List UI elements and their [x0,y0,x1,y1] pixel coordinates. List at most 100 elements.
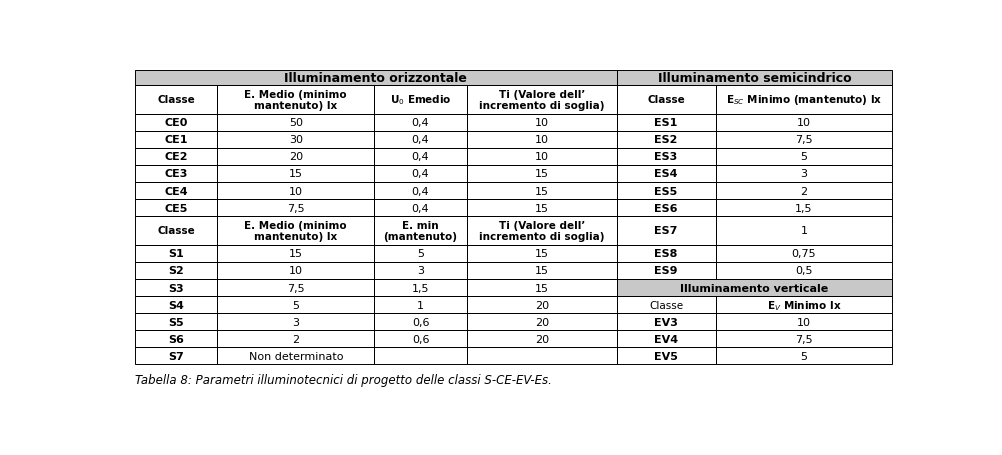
Text: 0,4: 0,4 [412,186,430,196]
Text: 2: 2 [293,334,300,344]
Text: 50: 50 [289,118,303,128]
Bar [134,200,217,217]
Bar [715,348,893,364]
Text: CE1: CE1 [164,135,187,145]
Bar [616,313,715,330]
Bar [616,262,715,279]
Bar [374,262,467,279]
Bar [616,200,715,217]
Text: CE2: CE2 [164,152,187,162]
Bar [374,279,467,296]
Bar [467,200,616,217]
Bar [217,348,374,364]
Bar [134,245,217,262]
Text: Illuminamento semicindrico: Illuminamento semicindrico [657,72,852,85]
Bar [134,279,217,296]
Bar [217,114,374,131]
Text: 5: 5 [801,351,808,361]
Text: 15: 15 [535,169,549,179]
Bar [374,182,467,200]
Bar [134,330,217,348]
Bar [715,131,893,148]
Bar [374,86,467,114]
Bar [374,86,467,114]
Text: 5: 5 [293,300,300,310]
Text: 3: 3 [801,169,808,179]
Text: 15: 15 [289,249,303,259]
Bar [616,86,715,114]
Bar [134,71,616,86]
Bar [616,348,715,364]
Text: Illuminamento verticale: Illuminamento verticale [680,283,829,293]
Bar [616,279,893,296]
Bar [217,114,374,131]
Bar [467,313,616,330]
Text: 1,5: 1,5 [796,203,813,213]
Text: E. Medio (minimo
mantenuto) lx: E. Medio (minimo mantenuto) lx [244,89,347,111]
Text: ES8: ES8 [654,249,677,259]
Bar [616,71,893,86]
Bar [217,279,374,296]
Bar [217,131,374,148]
Text: 20: 20 [535,317,549,327]
Text: 5: 5 [417,249,424,259]
Bar [616,148,715,166]
Bar [134,262,217,279]
Text: CE0: CE0 [164,118,187,128]
Bar [616,330,715,348]
Bar [134,114,217,131]
Bar [217,131,374,148]
Bar [374,330,467,348]
Text: 0,6: 0,6 [412,334,429,344]
Text: ES6: ES6 [654,203,678,213]
Bar [217,182,374,200]
Bar [134,296,217,313]
Bar [217,313,374,330]
Bar [217,279,374,296]
Bar [715,148,893,166]
Bar [715,114,893,131]
Text: Classe: Classe [157,226,194,236]
Text: ES7: ES7 [654,226,677,236]
Bar [616,200,715,217]
Bar [715,217,893,245]
Text: 20: 20 [289,152,303,162]
Text: 7,5: 7,5 [796,334,813,344]
Bar [467,348,616,364]
Bar [134,245,217,262]
Bar [217,245,374,262]
Bar [715,313,893,330]
Bar [467,296,616,313]
Text: 3: 3 [417,266,424,276]
Bar [616,71,893,86]
Bar [467,217,616,245]
Text: 0,4: 0,4 [412,169,430,179]
Text: ES3: ES3 [654,152,677,162]
Bar [616,348,715,364]
Bar [374,217,467,245]
Bar [467,313,616,330]
Text: 10: 10 [535,135,549,145]
Bar [217,182,374,200]
Bar [467,148,616,166]
Text: 2: 2 [801,186,808,196]
Bar [467,348,616,364]
Text: S2: S2 [168,266,184,276]
Text: 7,5: 7,5 [287,203,305,213]
Text: Ti (Valore dell’
incremento di soglia): Ti (Valore dell’ incremento di soglia) [479,220,604,242]
Bar [715,148,893,166]
Text: Ti (Valore dell’
incremento di soglia): Ti (Valore dell’ incremento di soglia) [479,89,604,111]
Bar [616,182,715,200]
Bar [616,148,715,166]
Text: Illuminamento orizzontale: Illuminamento orizzontale [285,72,467,85]
Bar [715,245,893,262]
Bar [374,114,467,131]
Bar [715,200,893,217]
Text: ES1: ES1 [654,118,677,128]
Bar [134,166,217,182]
Bar [467,245,616,262]
Bar [715,200,893,217]
Bar [217,86,374,114]
Bar [374,166,467,182]
Bar [374,148,467,166]
